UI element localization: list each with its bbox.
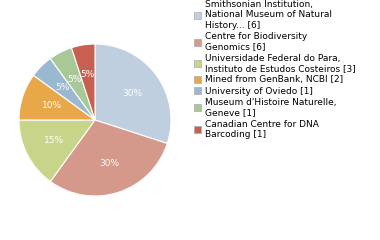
Text: 5%: 5% [67,75,81,84]
Legend: Smithsonian Institution,
National Museum of Natural
History... [6], Centre for B: Smithsonian Institution, National Museum… [194,0,355,139]
Wedge shape [50,120,167,196]
Text: 5%: 5% [55,83,70,92]
Wedge shape [19,75,95,120]
Text: 30%: 30% [122,89,142,98]
Wedge shape [95,44,171,144]
Text: 5%: 5% [81,71,95,79]
Text: 10%: 10% [41,102,62,110]
Wedge shape [33,59,95,120]
Text: 15%: 15% [44,136,65,145]
Wedge shape [71,44,95,120]
Text: 30%: 30% [99,159,119,168]
Wedge shape [19,120,95,181]
Wedge shape [50,48,95,120]
